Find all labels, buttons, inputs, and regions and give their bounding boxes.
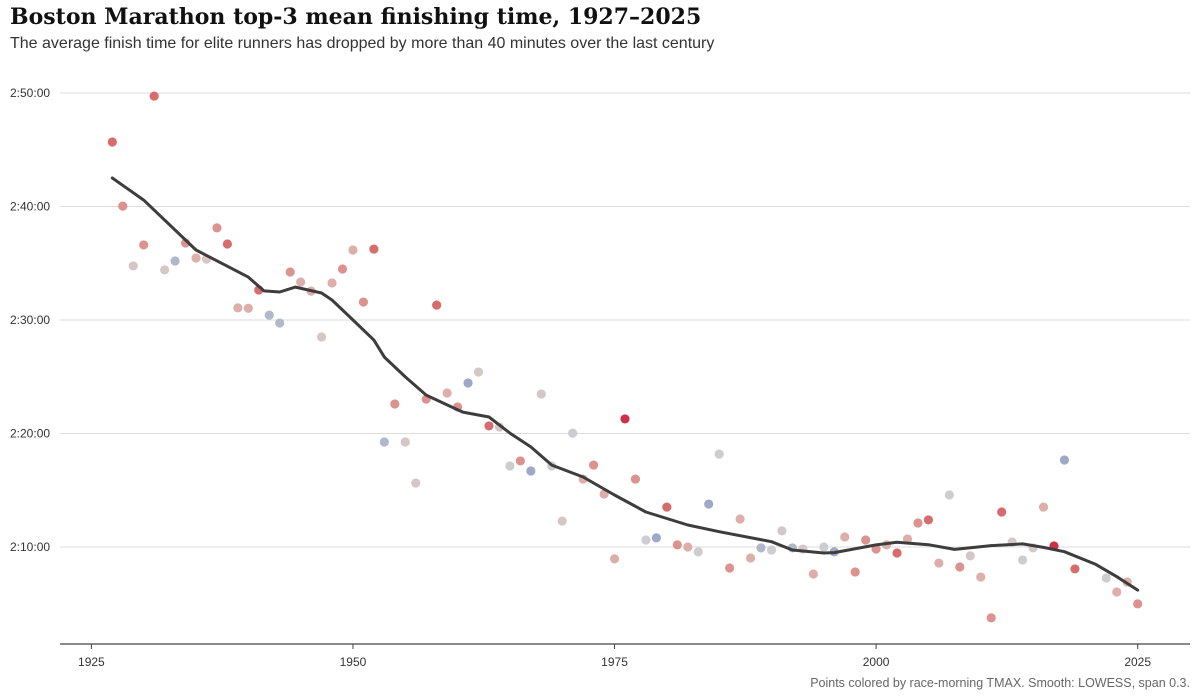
x-tick-label: 1950 [340, 655, 367, 669]
data-point-1949 [337, 264, 348, 274]
data-point-1985 [714, 449, 724, 459]
data-point-1937 [212, 223, 222, 233]
data-point-1977 [630, 474, 641, 484]
chart-caption: Points colored by race-morning TMAX. Smo… [810, 676, 1190, 690]
data-point-2018 [1059, 455, 1070, 465]
data-point-1944 [285, 267, 295, 277]
data-point-2002 [892, 548, 902, 558]
data-point-2003 [902, 534, 913, 544]
data-point-1942 [264, 310, 274, 320]
data-point-1955 [400, 437, 410, 447]
data-point-1994 [808, 569, 818, 579]
data-point-1940 [243, 303, 253, 313]
data-point-1935 [191, 253, 201, 263]
data-point-1989 [756, 543, 766, 553]
data-point-1945 [296, 277, 306, 287]
data-point-1929 [128, 261, 138, 271]
data-point-1982 [683, 542, 693, 552]
data-point-1963 [484, 421, 494, 431]
data-point-1991 [777, 526, 787, 536]
y-tick-label: 2:50:00 [10, 86, 50, 100]
data-point-1978 [641, 535, 651, 545]
data-point-2008 [955, 562, 965, 572]
data-point-1976 [620, 414, 630, 424]
data-point-1970 [557, 516, 567, 526]
data-point-1950 [348, 245, 358, 255]
data-point-2011 [986, 613, 996, 623]
data-point-2019 [1070, 564, 1080, 574]
y-tick-label: 2:10:00 [10, 540, 50, 554]
x-tick-label: 2025 [1124, 655, 1151, 669]
data-point-1948 [327, 278, 337, 288]
data-point-2005 [923, 515, 934, 525]
data-point-2025 [1133, 599, 1143, 609]
data-point-1995 [819, 542, 829, 552]
x-tick-label: 1975 [601, 655, 628, 669]
data-point-1931 [149, 91, 159, 101]
lowess-smooth-line [110, 176, 1140, 592]
data-point-1943 [275, 318, 285, 328]
data-point-1951 [358, 297, 369, 307]
data-point-1927 [107, 137, 117, 147]
data-point-1966 [515, 456, 525, 466]
data-point-1980 [662, 502, 672, 512]
data-point-2014 [1017, 555, 1028, 565]
data-point-2023 [1112, 587, 1122, 597]
y-axis: 2:10:00 2:20:00 2:30:00 2:40:00 2:50:00 [10, 86, 50, 554]
data-point-1979 [651, 533, 661, 543]
data-point-1975 [609, 554, 620, 564]
data-point-2006 [934, 558, 944, 568]
x-axis: 1925 1950 1975 2000 2025 [60, 643, 1190, 669]
y-tick-label: 2:40:00 [10, 200, 50, 214]
smooth-line-layer [110, 176, 1140, 592]
data-point-1967 [526, 466, 536, 476]
chart-subtitle: The average finish time for elite runner… [10, 35, 715, 52]
data-point-1971 [568, 428, 578, 438]
data-point-1959 [442, 388, 452, 398]
data-point-1956 [411, 478, 421, 488]
data-point-1952 [369, 244, 379, 254]
data-point-1932 [160, 265, 170, 275]
data-point-2007 [944, 490, 954, 500]
y-tick-label: 2:30:00 [10, 313, 50, 327]
x-tick-label: 2000 [863, 655, 890, 669]
data-point-2004 [913, 518, 923, 528]
data-point-1968 [536, 389, 546, 399]
data-point-1961 [463, 378, 473, 388]
data-point-1973 [589, 460, 599, 470]
data-point-2016 [1038, 502, 1049, 512]
data-point-2022 [1101, 573, 1111, 583]
data-point-1987 [735, 514, 745, 524]
data-points [107, 91, 1143, 623]
data-point-1953 [379, 437, 389, 447]
data-point-1983 [693, 547, 703, 557]
data-point-1986 [725, 563, 735, 573]
data-point-1954 [390, 399, 400, 409]
data-point-1933 [170, 256, 180, 266]
data-point-1958 [432, 300, 442, 310]
gridlines [60, 92, 1190, 548]
data-point-1965 [505, 461, 515, 471]
data-point-1990 [766, 545, 777, 555]
data-point-1938 [222, 239, 233, 249]
data-point-1997 [840, 532, 850, 542]
data-point-1998 [850, 567, 860, 577]
data-point-1981 [672, 540, 682, 550]
data-point-1999 [861, 535, 871, 545]
data-point-1988 [745, 553, 756, 563]
data-point-1930 [139, 240, 149, 250]
data-point-1962 [473, 367, 484, 377]
data-point-2009 [965, 551, 975, 561]
data-point-1947 [316, 332, 327, 342]
data-point-1928 [118, 201, 128, 211]
chart-title: Boston Marathon top-3 mean finishing tim… [10, 4, 702, 30]
data-point-1939 [233, 303, 243, 313]
x-tick-label: 1925 [78, 655, 105, 669]
data-point-2010 [976, 572, 986, 582]
data-point-2012 [997, 507, 1007, 517]
y-tick-label: 2:20:00 [10, 426, 50, 440]
data-point-1984 [704, 499, 714, 509]
